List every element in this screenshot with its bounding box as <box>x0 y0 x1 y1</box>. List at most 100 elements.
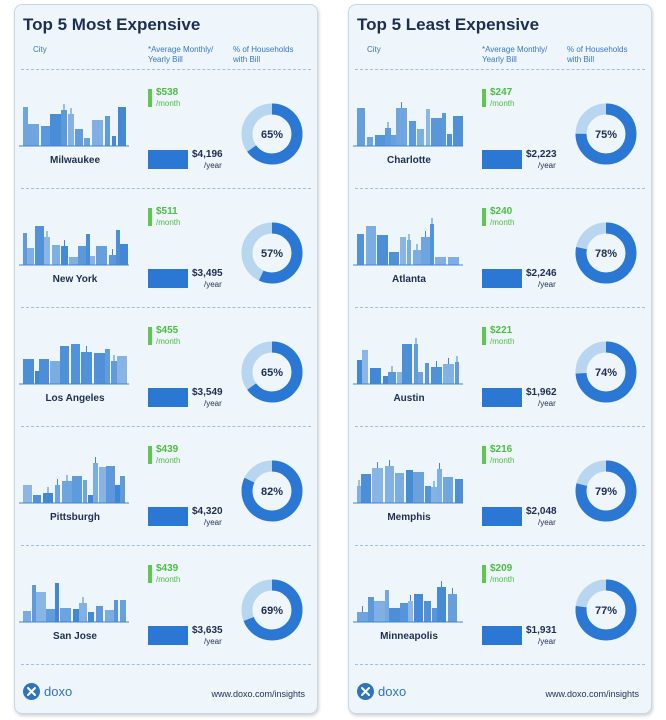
yearly-unit: /year <box>538 280 556 289</box>
households-donut: 65% <box>241 341 303 403</box>
column-header-bill: *Average Monthly/Yearly Bill <box>148 45 213 65</box>
row-divider <box>21 307 311 308</box>
row-divider <box>355 307 645 308</box>
skyline-building <box>32 585 36 622</box>
skyline-building <box>448 257 459 265</box>
monthly-bar <box>482 89 486 107</box>
skyline-building <box>443 477 453 503</box>
skyline-building <box>23 485 32 503</box>
skyline-building <box>413 472 424 503</box>
monthly-bill-value: $240 <box>490 206 513 217</box>
skyline-building <box>44 237 50 265</box>
column-header-pct-line1: % of Households <box>233 45 294 54</box>
row-divider <box>21 664 311 665</box>
yearly-unit: /year <box>204 637 222 646</box>
yearly-unit: /year <box>538 637 556 646</box>
skyline-building <box>431 487 437 503</box>
skyline-building <box>417 129 424 146</box>
skyline-building <box>430 224 434 265</box>
skyline-building <box>407 240 411 265</box>
skyline-building <box>120 476 125 503</box>
skyline-building <box>357 612 368 622</box>
skyline-building <box>112 136 116 146</box>
skyline-building <box>71 344 80 384</box>
donut-arc <box>575 103 637 165</box>
skyline-building <box>96 246 107 265</box>
skyline-building <box>88 495 93 503</box>
doxo-logo-icon <box>357 683 374 700</box>
city-skyline-illustration <box>19 344 129 385</box>
skyline-building <box>443 364 454 384</box>
skyline-building <box>357 234 364 265</box>
households-pct-label: 69% <box>261 605 283 617</box>
city-skyline-illustration <box>19 226 129 266</box>
skyline-building <box>362 350 368 384</box>
skyline-building <box>73 609 79 622</box>
column-header-pct: % of Households with Bill <box>567 45 627 65</box>
doxo-logo: doxo <box>23 683 93 701</box>
city-skyline-illustration <box>19 104 129 147</box>
row-divider <box>21 69 311 70</box>
skyline-building <box>55 583 59 622</box>
column-header-bill-line2: Yearly Bill <box>482 55 517 64</box>
yearly-unit: /year <box>204 161 222 170</box>
skyline-building <box>406 470 413 503</box>
skyline-building <box>46 609 55 622</box>
skyline-building <box>383 376 388 384</box>
city-row: Milwaukee $538/month $4,196/year 65% <box>15 69 317 188</box>
city-name: New York <box>52 274 98 285</box>
skyline-building <box>453 116 463 146</box>
monthly-unit: /month <box>490 575 515 584</box>
monthly-bar <box>148 327 152 345</box>
skyline-building <box>389 608 400 622</box>
monthly-bill-value: $455 <box>156 325 179 336</box>
skyline-building <box>69 257 78 265</box>
skyline-building <box>366 226 376 265</box>
donut-arc <box>575 341 637 403</box>
city-row: Memphis $216/month $2,048/year 79% <box>349 426 651 545</box>
skyline-building <box>437 469 442 503</box>
skyline-building <box>61 246 68 265</box>
yearly-bill-value: $3,635 <box>192 625 223 636</box>
skyline-building <box>425 363 429 384</box>
skyline-building <box>375 135 385 146</box>
skyline-building <box>23 233 27 265</box>
skyline-building <box>448 594 457 622</box>
column-header-city: City <box>367 45 381 54</box>
yearly-bill-value: $2,246 <box>526 268 557 279</box>
yearly-bar <box>148 388 188 407</box>
doxo-mark-icon <box>27 687 36 696</box>
skyline-building <box>27 248 34 265</box>
skyline-building <box>431 118 442 146</box>
donut-arc <box>241 460 303 522</box>
city-skyline-illustration <box>353 102 463 147</box>
households-pct-label: 82% <box>261 486 283 498</box>
monthly-bar <box>482 446 486 464</box>
city-name: Milwaukee <box>49 155 101 166</box>
skyline-building <box>391 135 396 146</box>
city-skyline-illustration <box>353 460 463 504</box>
monthly-bar <box>148 565 152 583</box>
skyline-building <box>442 113 446 146</box>
skyline-building <box>23 611 31 622</box>
households-pct-label: 57% <box>261 248 283 260</box>
yearly-bar <box>148 150 188 169</box>
city-skyline-illustration <box>353 581 463 623</box>
skyline-building <box>374 601 385 622</box>
city-row: Charlotte $247/month $2,223/year 75% <box>349 69 651 188</box>
city-row: Pittsburgh $439/month $4,320/year 82% <box>15 426 317 545</box>
skyline-building <box>116 230 120 265</box>
city-skyline-illustration <box>19 583 129 623</box>
households-donut: 82% <box>241 460 303 522</box>
households-pct-label: 74% <box>595 367 617 379</box>
yearly-unit: /year <box>538 399 556 408</box>
skyline-building <box>92 120 103 146</box>
doxo-logo: doxo <box>357 683 427 701</box>
skyline-building <box>367 137 373 146</box>
yearly-unit: /year <box>204 518 222 527</box>
skyline-building <box>385 590 389 622</box>
city-row: Minneapolis $209/month $1,931/year 77% <box>349 545 651 664</box>
skyline-building <box>368 597 374 622</box>
skyline-building <box>72 476 82 503</box>
column-header-bill-line1: *Average Monthly/ <box>148 45 214 54</box>
